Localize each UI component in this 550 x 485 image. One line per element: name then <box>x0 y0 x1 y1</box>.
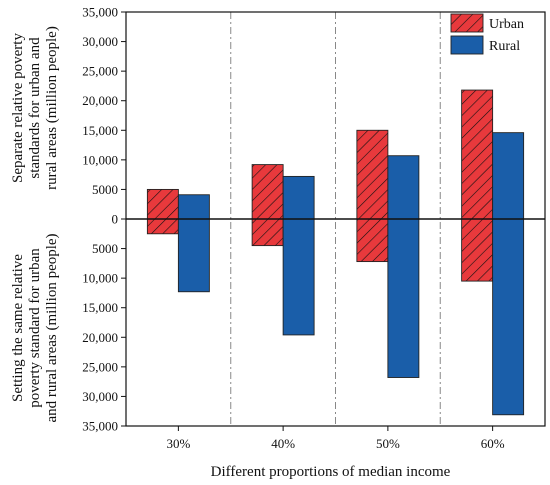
y-tick-label: 15,000 <box>82 123 118 138</box>
bar-rural-same-2 <box>387 218 420 378</box>
x-tick-label: 30% <box>166 436 190 451</box>
y-tick-label: 30,000 <box>82 34 118 49</box>
bar-rural-same-1 <box>282 218 315 336</box>
legend: Urban Rural <box>450 13 524 55</box>
legend-swatch-rural <box>450 35 484 55</box>
bar-urban-separate-1 <box>251 164 284 220</box>
plot-area <box>146 12 525 426</box>
y-tick-label: 35,000 <box>82 5 118 20</box>
y-tick-label: 15,000 <box>82 300 118 315</box>
y-tick-label: 35,000 <box>82 419 118 434</box>
bar-rural-separate-0 <box>177 194 210 220</box>
bar-urban-same-2 <box>356 218 389 263</box>
bar-urban-same-3 <box>461 218 494 282</box>
bar-urban-separate-0 <box>146 188 179 220</box>
y-tick-label: 10,000 <box>82 271 118 286</box>
bar-rural-separate-2 <box>387 155 420 220</box>
x-axis-title: Different proportions of median income <box>211 464 451 480</box>
y-axis-title-bottom-line: and rural areas (million people) <box>44 233 60 422</box>
bar-urban-same-0 <box>146 218 179 235</box>
bar-urban-same-1 <box>251 218 284 247</box>
y-axis-title-bottom: Setting the same relative poverty standar… <box>10 233 60 422</box>
y-tick-label: 20,000 <box>82 93 118 108</box>
bar-rural-same-3 <box>492 218 525 416</box>
bar-rural-same-0 <box>177 218 210 293</box>
x-tick-label: 40% <box>271 436 295 451</box>
y-axis-title-top-line: standards for urban and <box>27 37 43 179</box>
y-tick-label: 5000 <box>92 241 118 256</box>
y-axis-title-top: Separate relative poverty standards for u… <box>10 26 60 190</box>
y-tick-label: 30,000 <box>82 389 118 404</box>
y-axis-title-bottom-line: poverty standard for urban <box>27 248 43 408</box>
y-axis-title-bottom-line: Setting the same relative <box>10 254 26 402</box>
y-tick-label: 25,000 <box>82 359 118 374</box>
y-tick-label: 10,000 <box>82 152 118 167</box>
bar-rural-separate-3 <box>492 132 525 220</box>
y-axis-title-top-line: Separate relative poverty <box>10 33 26 183</box>
legend-swatch-urban <box>450 13 484 33</box>
y-tick-label: 0 <box>112 212 119 227</box>
y-tick-label: 25,000 <box>82 64 118 79</box>
bar-rural-separate-1 <box>282 175 315 220</box>
x-tick-label: 50% <box>376 436 400 451</box>
legend-label-urban: Urban <box>489 17 524 32</box>
y-axis-title-top-line: rural areas (million people) <box>44 26 60 190</box>
y-tick-label: 5000 <box>92 182 118 197</box>
axes: 35,000 30,000 25,000 20,000 15,000 10,000 5000… <box>82 5 546 451</box>
bar-urban-separate-3 <box>461 89 494 220</box>
bar-urban-separate-2 <box>356 129 389 220</box>
legend-label-rural: Rural <box>489 39 520 54</box>
x-tick-label: 60% <box>481 436 505 451</box>
axis-titles: Different proportions of median income Se… <box>10 26 451 480</box>
y-tick-label: 20,000 <box>82 330 118 345</box>
